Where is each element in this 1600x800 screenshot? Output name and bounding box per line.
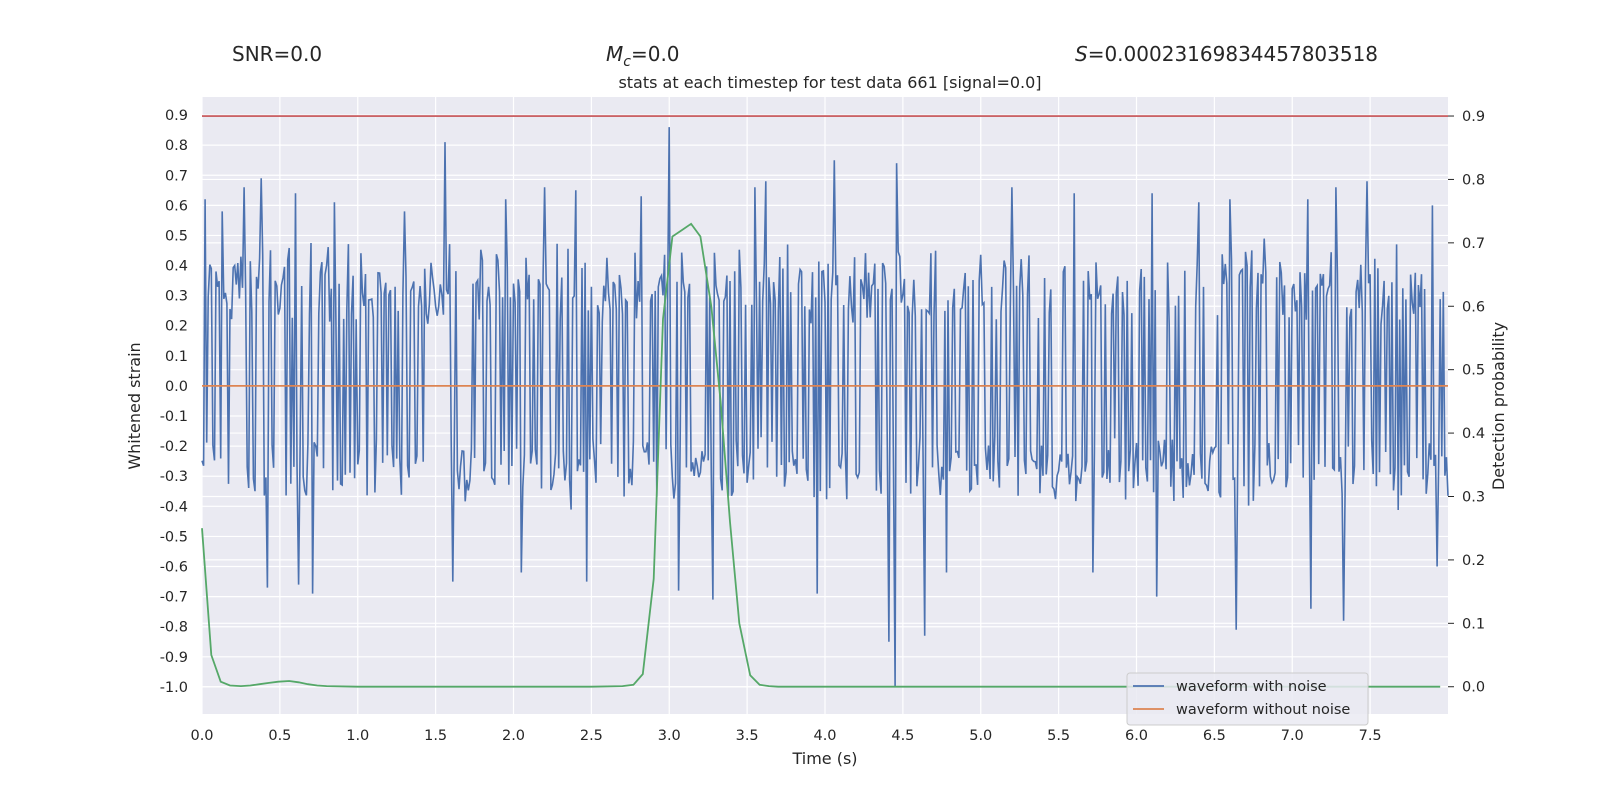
y-left-tick-label: 0.0 [165,379,188,395]
y-right-tick-label: 0.0 [1462,680,1485,696]
y-left-tick-label: -1.0 [160,680,188,696]
x-tick-label: 5.0 [969,728,992,744]
y-left-tick-label: 0.6 [165,198,188,214]
x-tick-label: 1.0 [346,728,369,744]
x-tick-label: 2.5 [580,728,603,744]
mc-value: =0.0 [631,42,680,66]
x-tick-label: 1.5 [424,728,447,744]
y-left-tick-label: 0.7 [165,168,188,184]
x-axis-ticks: 0.0 0.5 1.0 1.5 2.0 2.5 3.0 3.5 4.0 4.5 5.0 5.5 6.0 6… [190,728,1381,744]
y-left-tick-label: -0.3 [160,469,188,485]
mc-label: Mc=0.0 [606,42,680,70]
legend-label-noise: waveform with noise [1176,679,1327,695]
y-right-tick-label: 0.2 [1462,553,1485,569]
waveform-with-noise-line [201,127,1449,687]
x-tick-label: 7.5 [1359,728,1382,744]
mc-subscript: c [623,54,631,70]
legend: waveform with noise waveform without noi… [1126,672,1369,726]
y-right-tick-label: 0.3 [1462,489,1485,505]
x-tick-label: 5.5 [1047,728,1070,744]
y-right-tick-label: 0.5 [1462,363,1485,379]
x-tick-label: 0.0 [190,728,213,744]
x-tick-label: 4.5 [891,728,914,744]
x-tick-label: 3.0 [658,728,681,744]
y-left-tick-label: -0.6 [160,560,188,576]
chart-title: stats at each timestep for test data 661… [618,73,1041,92]
x-tick-label: 3.5 [736,728,759,744]
x-tick-label: 4.0 [813,728,836,744]
y-right-tick-label: 0.8 [1462,172,1485,188]
y-left-tick-label: 0.8 [165,138,188,154]
legend-label-clean: waveform without noise [1176,702,1350,718]
y-left-tick-label: -0.8 [160,620,188,636]
y-left-tick-label: -0.4 [160,499,188,515]
y-right-tick-label: 0.9 [1462,109,1485,125]
snr-label: SNR=0.0 [232,42,322,66]
x-tick-label: 0.5 [268,728,291,744]
y-right-tick-label: 0.7 [1462,236,1485,252]
y-left-tick-label: 0.2 [165,319,188,335]
detection-probability-line [201,222,1441,688]
y-left-tick-label: 0.1 [165,349,188,365]
x-axis-label: Time (s) [791,749,857,768]
s-label: S=0.00023169834457803518 [1075,42,1378,66]
y-left-tick-label: 0.5 [165,228,188,244]
s-symbol: S [1075,42,1088,66]
x-tick-label: 6.5 [1203,728,1226,744]
mc-symbol: M [606,42,623,66]
y-right-axis-ticks: 0.9 0.8 0.7 0.6 0.5 0.4 0.3 0.2 0.1 0.0 [1448,109,1485,696]
y-left-tick-label: -0.5 [160,529,188,545]
y-left-tick-label: -0.1 [160,409,188,425]
y-right-tick-label: 0.1 [1462,616,1485,632]
y-left-axis-label: Whitened strain [125,342,144,469]
x-tick-label: 6.0 [1125,728,1148,744]
y-right-tick-label: 0.4 [1462,426,1485,442]
y-left-tick-label: -0.2 [160,439,188,455]
waveform-with-noise-series [201,127,1449,687]
y-left-tick-label: 0.3 [165,289,188,305]
y-left-axis-ticks: 0.9 0.8 0.7 0.6 0.5 0.4 0.3 0.2 0.1 0.0 -0.1 -0.2 -0… [160,108,188,696]
line-series [201,115,1448,688]
x-tick-label: 2.0 [502,728,525,744]
legend-box [1126,672,1369,726]
s-value: =0.00023169834457803518 [1088,42,1378,66]
x-tick-label: 7.0 [1281,728,1304,744]
y-left-tick-label: 0.4 [165,259,188,275]
y-left-tick-label: -0.7 [160,590,188,606]
y-left-tick-label: 0.9 [165,108,188,124]
y-right-tick-label: 0.6 [1462,299,1485,315]
y-right-axis-label: Detection probability [1489,322,1508,490]
y-left-tick-label: -0.9 [160,650,188,666]
